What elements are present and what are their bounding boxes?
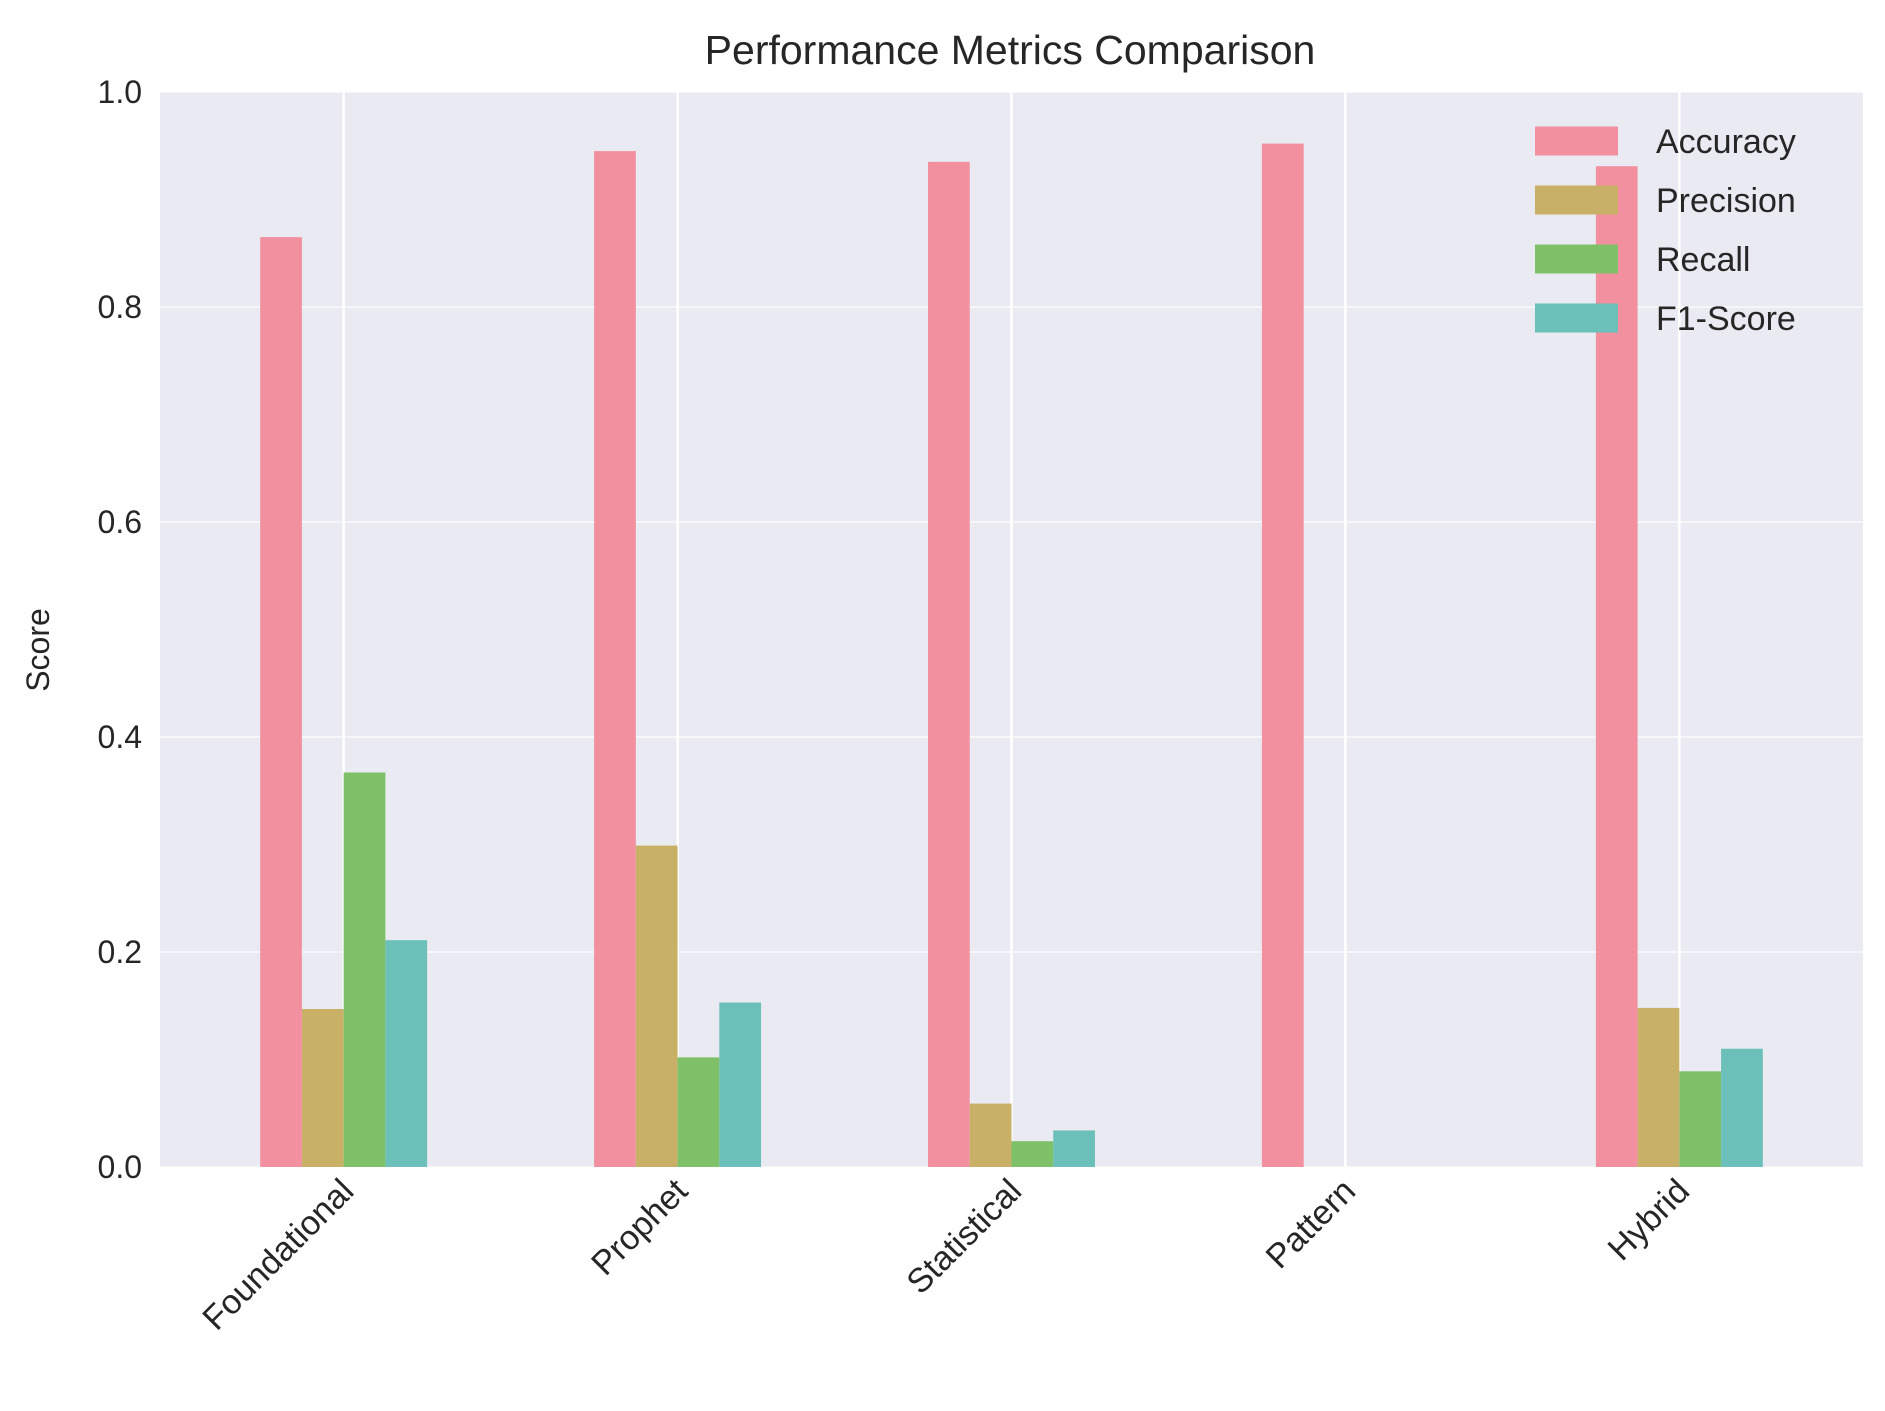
chart-title: Performance Metrics Comparison (705, 27, 1316, 73)
legend-swatch-accuracy (1535, 126, 1618, 156)
legend: Accuracy Precision Recall F1-Score (1535, 123, 1796, 338)
legend-label-accuracy: Accuracy (1656, 123, 1796, 161)
bar-accuracy-foundational (260, 237, 302, 1167)
bar-precision-statistical (969, 1103, 1012, 1167)
bar-recall-statistical (1011, 1141, 1054, 1167)
bar-accuracy-hybrid (1595, 166, 1638, 1168)
bar-recall-foundational (343, 772, 386, 1167)
bar-accuracy-prophet (594, 151, 636, 1167)
legend-swatch-recall (1535, 244, 1618, 274)
y-tick-label: 1.0 (98, 74, 142, 110)
legend-label-f1-score: F1-Score (1656, 300, 1796, 338)
bar-accuracy-statistical (928, 161, 970, 1167)
bar-f1-score-foundational (385, 940, 428, 1167)
bar-f1-score-statistical (1053, 1130, 1095, 1167)
bar-recall-hybrid (1679, 1071, 1722, 1167)
legend-label-precision: Precision (1656, 182, 1796, 220)
y-tick-label: 0.2 (98, 934, 142, 970)
y-tick-label: 0.0 (98, 1149, 142, 1185)
bars-group (260, 143, 1763, 1168)
y-tick-label: 0.8 (98, 289, 142, 325)
bar-accuracy-pattern (1261, 143, 1304, 1168)
bar-precision-prophet (635, 845, 678, 1167)
legend-swatch-precision (1535, 185, 1618, 215)
y-tick-label: 0.6 (98, 504, 142, 540)
bar-precision-hybrid (1637, 1007, 1680, 1167)
bar-f1-score-hybrid (1721, 1048, 1763, 1167)
y-axis-ticks: 0.0 0.2 0.4 0.6 0.8 1.0 (98, 74, 142, 1185)
y-axis-label: Score (20, 608, 56, 692)
bar-precision-foundational (301, 1008, 344, 1167)
bar-f1-score-prophet (719, 1002, 762, 1167)
bar-recall-prophet (677, 1057, 720, 1167)
legend-label-recall: Recall (1656, 241, 1750, 279)
legend-swatch-f1-score (1535, 303, 1618, 333)
y-tick-label: 0.4 (98, 719, 142, 755)
